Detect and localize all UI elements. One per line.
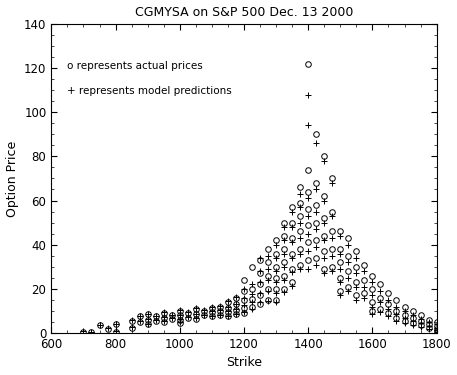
Y-axis label: Option Price: Option Price: [5, 140, 19, 217]
X-axis label: Strike: Strike: [226, 357, 262, 369]
Text: o represents actual prices: o represents actual prices: [67, 61, 202, 71]
Title: CGMYSA on S&P 500 Dec. 13 2000: CGMYSA on S&P 500 Dec. 13 2000: [135, 6, 353, 18]
Text: + represents model predictions: + represents model predictions: [67, 86, 232, 96]
